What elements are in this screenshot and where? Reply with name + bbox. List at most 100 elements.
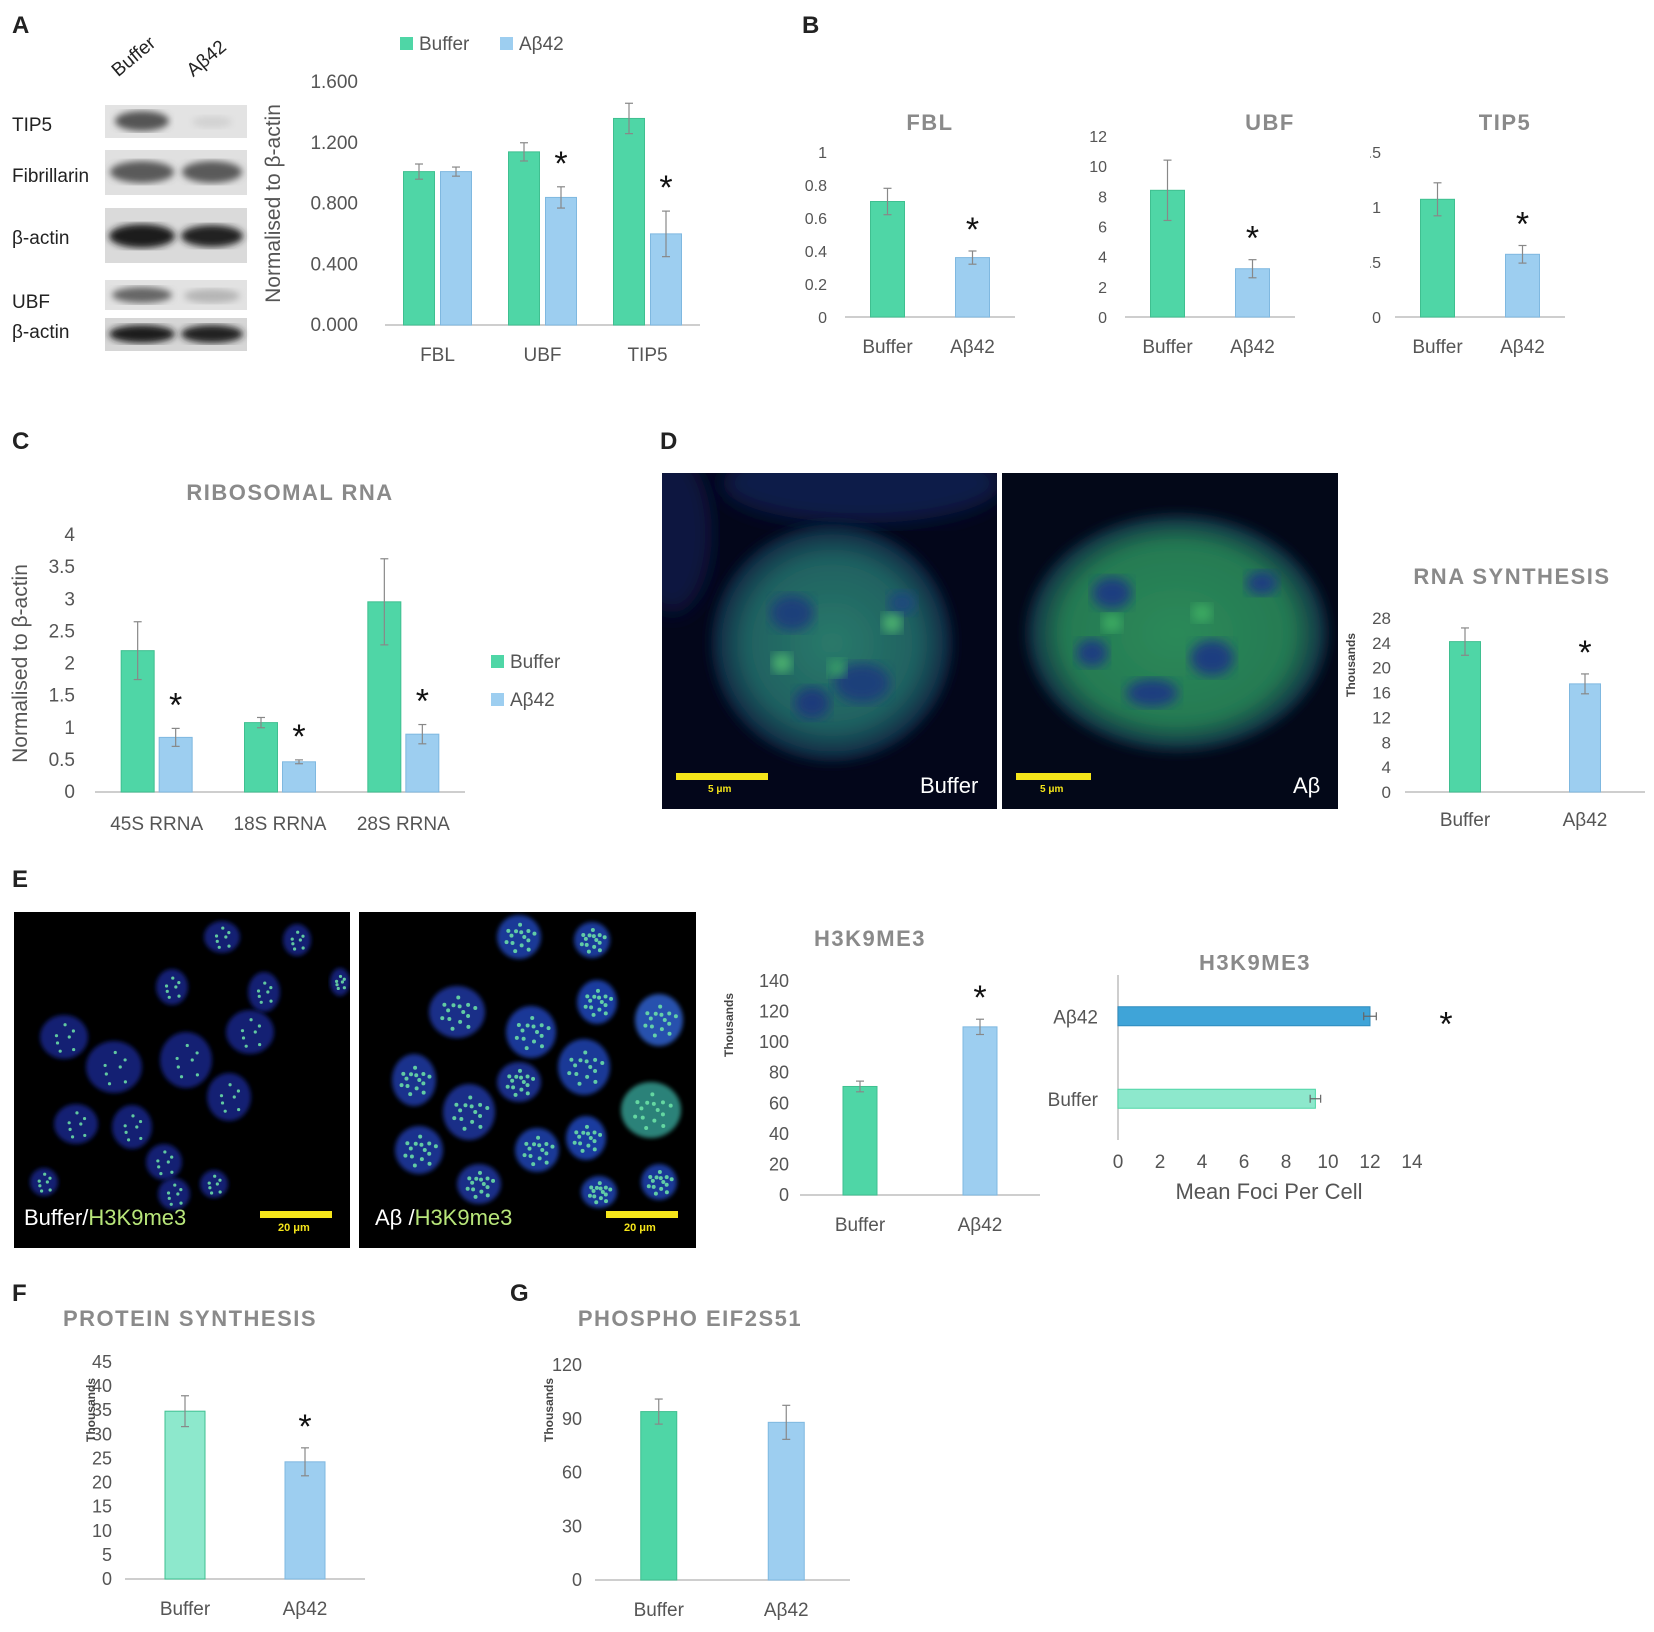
cell-nucleus <box>497 1062 541 1102</box>
foci-dot <box>659 1027 664 1032</box>
foci-dot <box>452 1116 457 1121</box>
foci-dot <box>221 926 225 930</box>
foci-dot <box>609 996 614 1001</box>
foci-dot <box>301 934 305 938</box>
significance-marker: * <box>298 1408 311 1446</box>
y-tick-label: 8 <box>1098 189 1107 206</box>
foci-dot <box>525 1083 530 1088</box>
cell-nucleus <box>581 1176 617 1208</box>
foci-dot <box>208 1186 212 1190</box>
foci-dot <box>651 1184 656 1189</box>
foci-dot <box>603 1011 608 1016</box>
foci-dot <box>103 1063 107 1068</box>
y-tick-label: 20 <box>92 1473 112 1493</box>
panel-label-f: F <box>12 1280 27 1307</box>
micrograph-d-abeta: 5 μm Aβ <box>1002 473 1338 809</box>
y-tick-label: 2.5 <box>49 621 75 642</box>
micrograph-d-buffer: 5 μm Buffer <box>662 473 997 809</box>
significance-marker: * <box>554 145 567 183</box>
x-axis-label: Mean Foci Per Cell <box>1175 1179 1362 1204</box>
y-tick-label: 60 <box>562 1463 582 1483</box>
foci-dot <box>657 1169 662 1174</box>
foci-dot <box>589 1005 594 1010</box>
foci-dot <box>526 929 531 934</box>
foci-dot <box>413 1141 418 1146</box>
foci-dot <box>593 1069 598 1074</box>
foci-dot <box>660 1112 665 1117</box>
y-tick-label: 5 <box>102 1545 112 1565</box>
chart-title: H3K9ME3 <box>1199 955 1311 975</box>
y-tick-label: 8 <box>1382 733 1391 752</box>
foci-dot <box>218 1178 222 1182</box>
foci-dot <box>217 945 221 949</box>
foci-dot <box>256 989 261 993</box>
foci-dot <box>546 1026 551 1031</box>
foci-dot <box>658 1004 663 1009</box>
micrograph-d-abeta-label: Aβ <box>1293 773 1321 798</box>
y-tick-label: 0 <box>102 1569 112 1589</box>
foci-dot <box>652 1118 657 1123</box>
bar <box>282 761 316 793</box>
foci-dot <box>466 1002 471 1007</box>
legend-label: Buffer <box>419 34 470 55</box>
y-tick-label: 1.600 <box>310 72 358 93</box>
chart-title: RNA SYNTHESIS <box>1413 564 1610 589</box>
micrograph-e-abeta: 20 μm Aβ /H3K9me3 <box>359 912 696 1248</box>
chart-e-h3k9me3-foci: H3K9ME3 0 2 4 6 8 10 12 14 Mean Foci Per Cell Aβ42… <box>1048 955 1453 1204</box>
foci-dot <box>510 1078 515 1083</box>
foci-dot <box>43 1172 47 1176</box>
foci-dot <box>592 1139 597 1144</box>
y-tick-label: 0.4 <box>805 244 827 261</box>
foci-dot <box>588 998 593 1003</box>
foci-dot <box>597 1181 602 1186</box>
foci-dot <box>195 1051 199 1055</box>
foci-dot <box>479 1189 484 1194</box>
y-tick-label: 0 <box>1382 783 1391 802</box>
foci-dot <box>598 1196 603 1201</box>
foci-dot <box>135 1125 139 1129</box>
legend-swatch <box>491 655 504 668</box>
x-tick-label: 12 <box>1359 1152 1380 1173</box>
foci-dot <box>536 1135 541 1140</box>
foci-dot <box>468 1095 473 1100</box>
foci-dot <box>48 1188 52 1192</box>
foci-dot <box>586 1131 591 1136</box>
foci-dot <box>578 1058 583 1063</box>
foci-dot <box>595 988 600 993</box>
blot-row-fibrillarin: Fibrillarin <box>12 166 90 187</box>
foci-dot <box>581 1130 586 1135</box>
y-tick-label: 1.5 <box>1370 145 1381 162</box>
foci-dot <box>269 999 273 1003</box>
foci-dot <box>481 1182 486 1186</box>
foci-dot <box>157 1165 161 1169</box>
foci-dot <box>603 1192 608 1197</box>
foci-dot <box>584 1059 589 1064</box>
foci-dot <box>535 1030 539 1034</box>
foci-dot <box>291 942 295 946</box>
foci-dot <box>461 1010 466 1014</box>
foci-dot <box>404 1076 409 1081</box>
foci-dot <box>244 1044 248 1048</box>
foci-dot <box>175 1056 179 1061</box>
foci-dot <box>659 1186 664 1191</box>
foci-dot <box>643 1023 648 1028</box>
foci-dot <box>673 1014 678 1019</box>
bar <box>164 1410 206 1580</box>
foci-dot <box>514 1074 519 1079</box>
significance-marker: * <box>973 979 986 1017</box>
foci-dot <box>574 1130 579 1135</box>
bar <box>613 117 645 326</box>
legend-swatch <box>491 693 504 706</box>
cell-nucleus <box>429 986 485 1038</box>
foci-dot <box>195 1073 199 1077</box>
bar <box>1117 1006 1371 1027</box>
foci-dot <box>418 1134 423 1139</box>
cell-nucleus <box>226 1010 274 1054</box>
foci-dot <box>600 1060 605 1065</box>
foci-dot <box>169 1202 173 1206</box>
foci-dot <box>539 1023 544 1028</box>
foci-dot <box>38 1184 42 1188</box>
y-tick-label: 2 <box>64 654 75 675</box>
foci-dot <box>581 932 586 937</box>
foci-dot <box>591 1012 596 1017</box>
